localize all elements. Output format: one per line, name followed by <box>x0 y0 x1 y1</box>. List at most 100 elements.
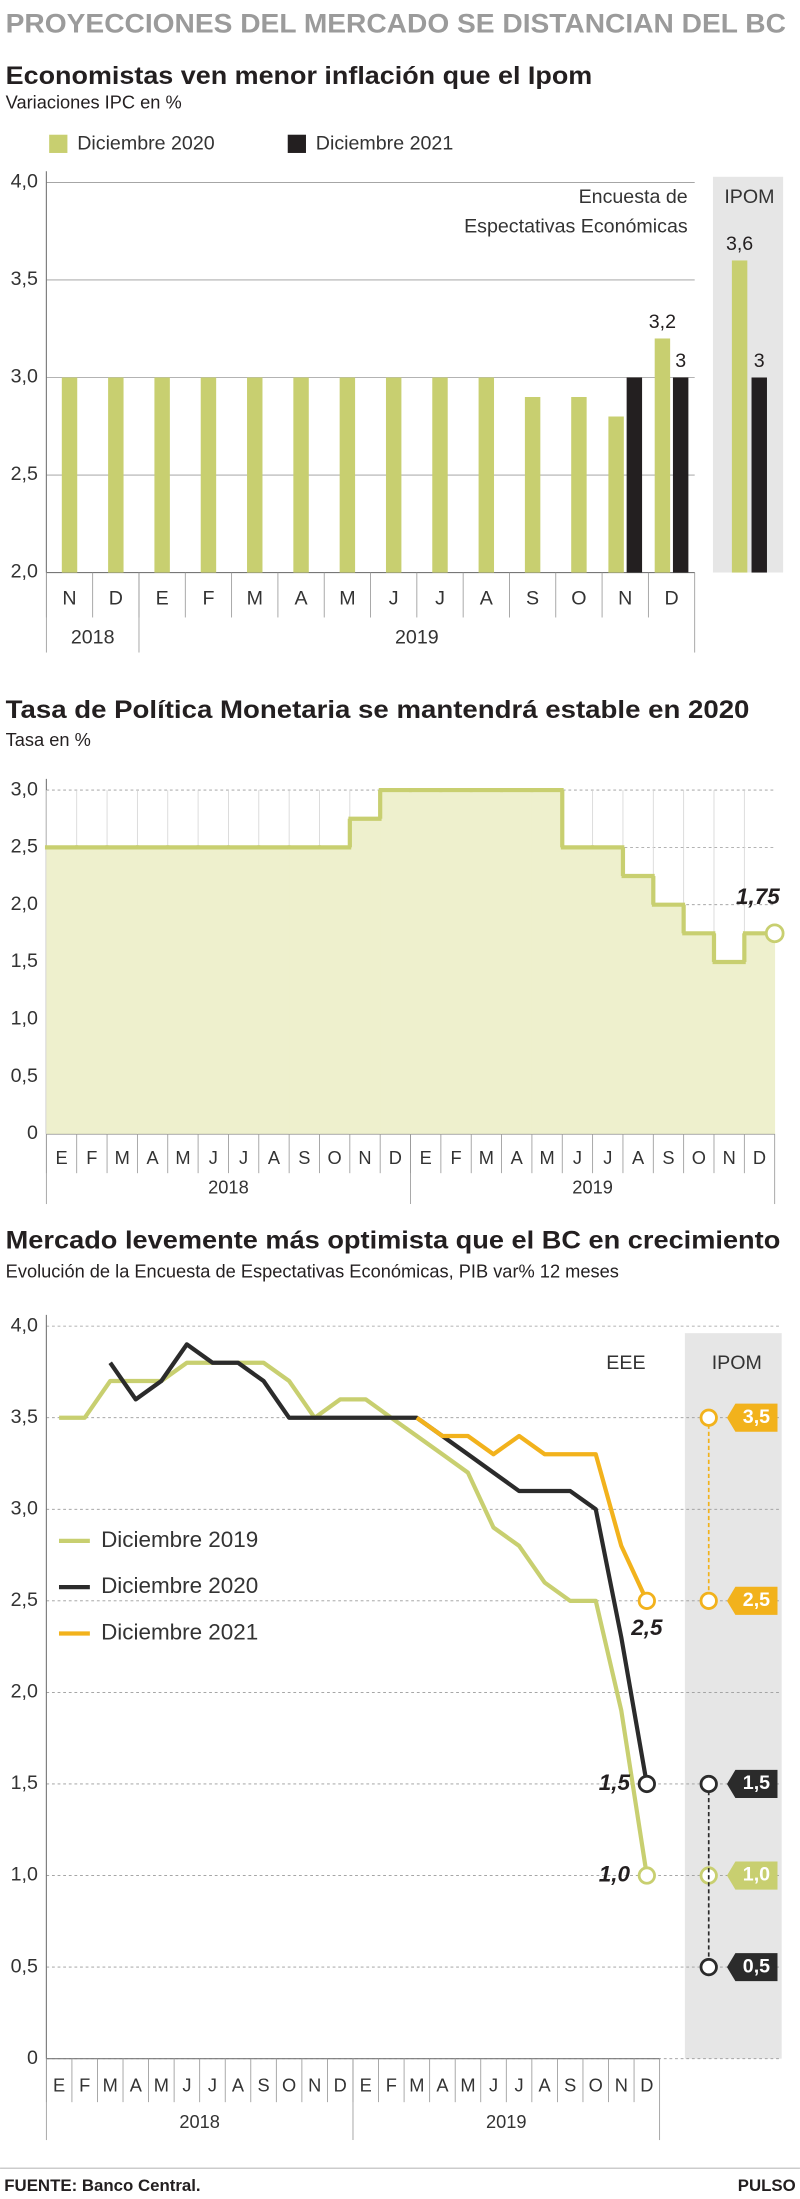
bar <box>432 377 448 573</box>
year-label: 2019 <box>395 627 439 649</box>
ipom-value-label: 1,0 <box>743 1864 770 1886</box>
y-tick-label: 1,0 <box>11 1007 38 1029</box>
x-tick-label: O <box>571 587 586 609</box>
x-tick-label: J <box>573 1147 582 1168</box>
y-tick-label: 4,0 <box>11 1314 38 1336</box>
legend-label: Diciembre 2021 <box>101 1619 258 1644</box>
chart-subtitle: Evolución de la Encuesta de Espectativas… <box>6 1261 619 1282</box>
bar <box>571 396 587 573</box>
year-label: 2019 <box>486 2111 527 2132</box>
x-tick-label: M <box>460 2075 475 2096</box>
value-label: 1,5 <box>599 1770 631 1795</box>
x-tick-label: J <box>208 2075 217 2096</box>
x-tick-label: M <box>154 2075 169 2096</box>
bar <box>293 377 309 573</box>
x-tick-label: A <box>632 1147 645 1168</box>
area-segment <box>562 847 594 1134</box>
source: FUENTE: Banco Central. <box>4 2176 200 2195</box>
series-line <box>415 1416 649 1602</box>
ipom-value-label: 0,5 <box>743 1955 770 1977</box>
y-tick-label: 3,0 <box>11 366 38 388</box>
bar <box>626 377 643 573</box>
legend-label: Diciembre 2021 <box>316 133 453 155</box>
area-segment <box>289 847 320 1134</box>
x-tick-label: D <box>640 2075 653 2096</box>
y-tick-label: 0,5 <box>11 1955 38 1977</box>
x-tick-label: J <box>515 2075 524 2096</box>
ipom-label: IPOM <box>712 1352 762 1374</box>
x-tick-label: D <box>334 2075 347 2096</box>
y-tick-label: 0 <box>27 2047 38 2069</box>
area-segment <box>622 876 654 1134</box>
ipom-value-label: 3 <box>754 350 765 372</box>
value-label: 1,75 <box>736 884 780 909</box>
ipom-point <box>699 1408 718 1427</box>
chart-title: Mercado levemente más optimista que el B… <box>6 1227 781 1255</box>
x-tick-label: N <box>723 1147 736 1168</box>
x-tick-label: E <box>420 1147 432 1168</box>
y-tick-label: 4,0 <box>11 171 38 193</box>
area-segment <box>592 847 624 1134</box>
x-tick-label: A <box>539 2075 552 2096</box>
area-segment <box>471 790 502 1134</box>
x-tick-label: S <box>564 2075 576 2096</box>
area-segment <box>349 818 381 1134</box>
year-label: 2018 <box>179 2111 220 2132</box>
x-tick-label: F <box>450 1147 461 1168</box>
area-segment <box>410 790 442 1134</box>
area-segment <box>440 790 472 1134</box>
x-tick-label: J <box>239 1147 248 1168</box>
ipom-panel <box>684 1333 782 2059</box>
bar <box>61 377 78 573</box>
ipom-tag <box>726 1403 778 1432</box>
y-tick-label: 3,5 <box>11 1406 38 1428</box>
annotation: Encuesta de <box>579 186 688 208</box>
chart-subtitle: Tasa en % <box>6 729 91 750</box>
area-segment <box>683 933 715 1134</box>
x-tick-label: M <box>479 1147 494 1168</box>
x-tick-label: E <box>55 1147 67 1168</box>
ipom-panel <box>712 176 784 573</box>
legend-label: Diciembre 2020 <box>77 133 215 155</box>
x-tick-label: A <box>480 587 494 609</box>
x-tick-label: M <box>409 2075 424 2096</box>
x-tick-label: A <box>436 2075 449 2096</box>
y-tick-label: 0,5 <box>11 1065 38 1087</box>
x-tick-label: A <box>232 2075 245 2096</box>
legend-label: Diciembre 2020 <box>101 1573 258 1598</box>
y-tick-label: 3,0 <box>11 1497 38 1519</box>
y-tick-label: 3,0 <box>11 778 38 800</box>
area-segment <box>653 904 685 1134</box>
ipom-bar <box>731 260 748 573</box>
x-tick-label: N <box>62 587 76 609</box>
area-segment <box>76 847 108 1134</box>
x-tick-label: M <box>247 587 263 609</box>
area-segment <box>744 933 776 1134</box>
y-tick-label: 1,5 <box>11 950 38 972</box>
ipom-point <box>699 1957 718 1977</box>
bar <box>478 377 495 573</box>
x-tick-label: S <box>298 1147 310 1168</box>
x-tick-label: N <box>615 2075 628 2096</box>
series-line <box>59 1360 649 1876</box>
x-tick-label: E <box>156 587 169 609</box>
area-segment <box>107 847 138 1134</box>
value-label: 3 <box>675 350 686 372</box>
ipom-point <box>699 1591 718 1610</box>
legend-label: Diciembre 2019 <box>101 1527 258 1552</box>
x-tick-label: F <box>386 2075 397 2096</box>
y-tick-label: 2,5 <box>11 1589 38 1611</box>
chart-title: Economistas ven menor inflación que el I… <box>6 62 593 90</box>
x-tick-label: J <box>182 2075 191 2096</box>
x-tick-label: J <box>435 587 445 609</box>
x-tick-label: A <box>130 2075 143 2096</box>
x-tick-label: D <box>109 587 123 609</box>
x-tick-label: M <box>539 1147 554 1168</box>
x-tick-label: O <box>589 2075 603 2096</box>
bar <box>339 377 356 573</box>
y-tick-label: 2,5 <box>11 463 38 485</box>
x-tick-label: E <box>53 2075 65 2096</box>
x-tick-label: S <box>662 1147 674 1168</box>
area-segment <box>713 961 745 1134</box>
